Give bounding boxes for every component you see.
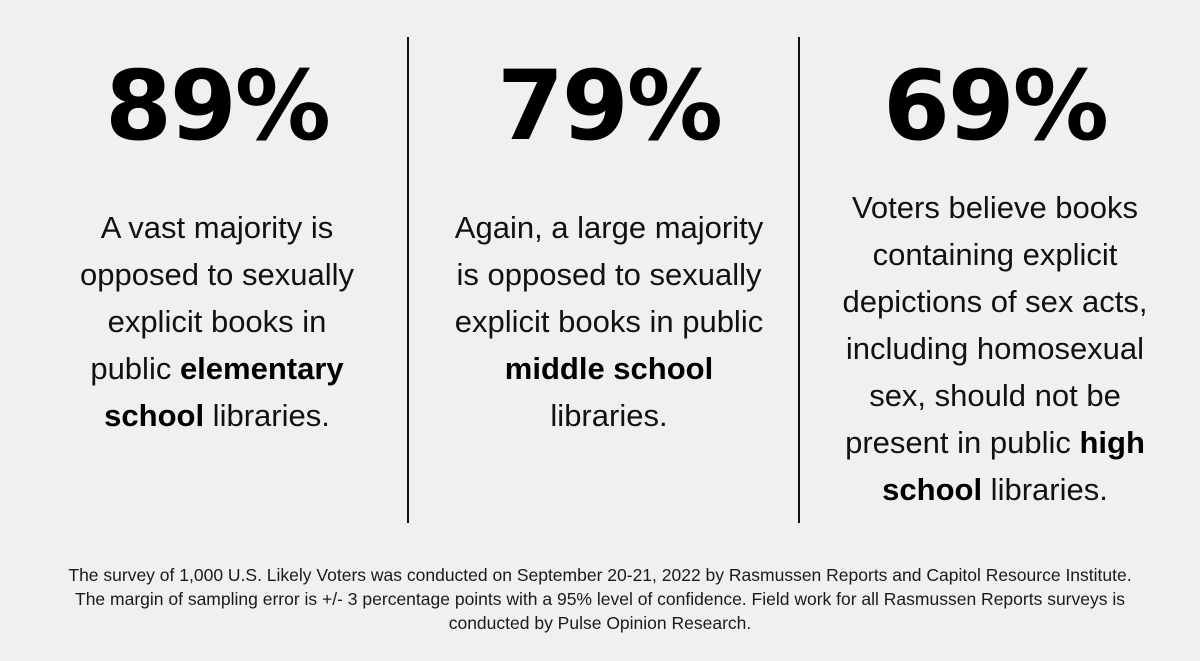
column-divider [407, 37, 409, 523]
description-emphasis: high school [882, 425, 1145, 507]
description-text-end: libraries. [550, 398, 668, 433]
stat-column-high-school: 69% Voters believe books containing expl… [805, 0, 1185, 513]
description-text: Again, a large majority is opposed to se… [454, 210, 764, 339]
stat-description: A vast majority is opposed to sexually e… [67, 204, 367, 439]
description-text-end: libraries. [982, 472, 1108, 507]
stat-description: Voters believe books containing explicit… [840, 184, 1150, 513]
stat-value: 89% [105, 50, 331, 162]
stat-column-elementary: 89% A vast majority is opposed to sexual… [27, 0, 407, 439]
description-text-end: libraries. [204, 398, 330, 433]
description-text: A vast majority is opposed to sexually e… [79, 210, 355, 386]
stat-description: Again, a large majority is opposed to se… [454, 204, 764, 439]
description-text: Voters believe books containing explicit… [842, 190, 1148, 460]
stat-value: 79% [497, 50, 723, 162]
description-emphasis: elementary school [104, 351, 344, 433]
column-divider [798, 37, 800, 523]
stat-value: 69% [883, 50, 1109, 162]
stat-column-middle-school: 79% Again, a large majority is opposed t… [419, 0, 799, 439]
survey-footnote: The survey of 1,000 U.S. Likely Voters w… [68, 565, 1132, 633]
description-emphasis: middle school [504, 351, 714, 386]
